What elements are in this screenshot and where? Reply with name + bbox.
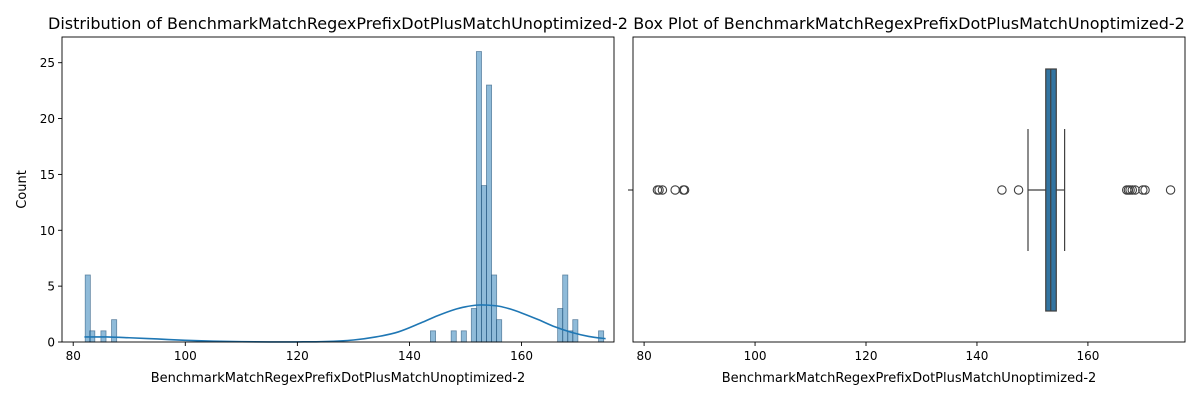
y-tick-label: 15: [40, 168, 55, 182]
histogram-x-ticks: 80 100 120 140 160: [66, 342, 533, 363]
histogram-bar: [562, 274, 569, 343]
outlier-point: [654, 185, 664, 195]
histogram-bar: [460, 330, 467, 343]
x-tick-label: 100: [174, 349, 197, 363]
histogram-y-axis-label: Count: [15, 170, 30, 209]
outlier-point: [679, 185, 690, 195]
boxplot-title: Box Plot of BenchmarkMatchRegexPrefixDot…: [633, 14, 1185, 33]
x-tick-label: 140: [966, 349, 989, 363]
boxplot-outliers: [652, 185, 1176, 195]
outlier-point: [1138, 185, 1148, 195]
outlier-point: [1013, 185, 1024, 195]
histogram-panel: Distribution of BenchmarkMatchRegexPrefi…: [15, 14, 628, 386]
x-tick-label: 80: [636, 349, 651, 363]
histogram-y-ticks: 0 5 10 15 20 25: [40, 56, 62, 350]
outlier-point: [997, 185, 1007, 195]
outlier-point: [1130, 185, 1140, 195]
y-tick-label: 5: [47, 280, 55, 294]
histogram-bar: [486, 84, 493, 343]
histogram-bar: [111, 319, 118, 343]
kde-curve: [84, 304, 606, 343]
outlier-point: [1165, 185, 1176, 195]
histogram-bar: [481, 185, 487, 343]
y-tick-label: 0: [47, 336, 55, 350]
boxplot-shapes: [1027, 68, 1066, 312]
histogram-bar: [598, 330, 605, 343]
x-tick-label: 160: [1076, 349, 1099, 363]
boxplot-plot-frame: [632, 36, 1186, 343]
boxplot-x-ticks: 80 100 120 140 160: [636, 342, 1099, 363]
outlier-point: [1140, 185, 1150, 195]
y-tick-label: 10: [40, 224, 55, 238]
histogram-bar: [572, 319, 579, 343]
histogram-bar: [491, 274, 498, 343]
y-tick-label: 25: [40, 56, 55, 70]
histogram-bar: [470, 308, 477, 343]
x-tick-label: 140: [398, 349, 421, 363]
outlier-point: [1125, 185, 1135, 195]
histogram-bar: [430, 330, 436, 343]
y-tick-label: 20: [40, 112, 55, 126]
outlier-point: [657, 185, 668, 195]
outlier-point: [670, 185, 680, 195]
x-tick-label: 100: [744, 349, 767, 363]
histogram-bars: [84, 51, 605, 343]
outlier-point: [1127, 185, 1138, 195]
histogram-bar: [496, 319, 503, 343]
histogram-x-axis-label: BenchmarkMatchRegexPrefixDotPlusMatchUno…: [151, 371, 526, 386]
histogram-bar: [450, 330, 457, 343]
boxplot-x-axis-label: BenchmarkMatchRegexPrefixDotPlusMatchUno…: [722, 371, 1097, 386]
histogram-plot-frame: [61, 36, 615, 343]
histogram-bar: [557, 308, 564, 343]
boxplot-panel: Box Plot of BenchmarkMatchRegexPrefixDot…: [628, 14, 1186, 386]
histogram-bar: [475, 51, 482, 343]
x-tick-label: 120: [286, 349, 309, 363]
histogram-title: Distribution of BenchmarkMatchRegexPrefi…: [48, 14, 628, 33]
x-tick-label: 120: [855, 349, 878, 363]
x-tick-label: 160: [510, 349, 533, 363]
x-tick-label: 80: [66, 349, 81, 363]
